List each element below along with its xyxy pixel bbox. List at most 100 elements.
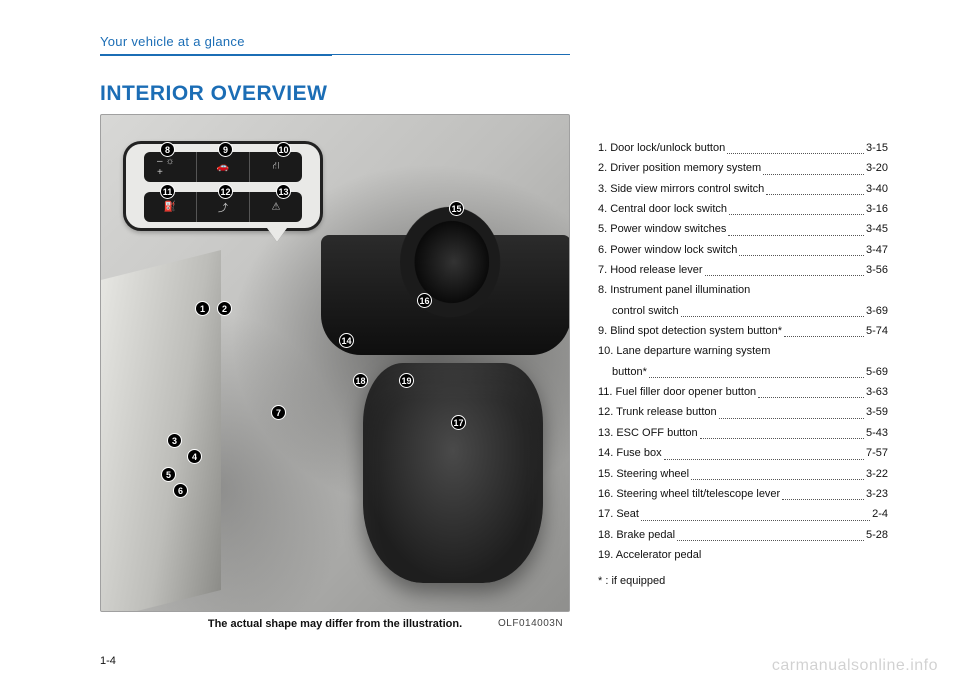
list-label: 8. Instrument panel illumination	[598, 280, 750, 300]
callout-18: 18	[353, 373, 368, 388]
illustration-inset-panel: – ☼ + 🚗 ⛙ ⛽ ⤴ ⚠ 8 9 10 11 12 13	[123, 141, 323, 231]
list-label: 15. Steering wheel	[598, 464, 689, 484]
list-page: 5-74	[866, 321, 888, 341]
list-label: 3. Side view mirrors control switch	[598, 179, 764, 199]
list-page: 5-43	[866, 423, 888, 443]
list-page: 3-56	[866, 260, 888, 280]
list-label: 9. Blind spot detection system button*	[598, 321, 782, 341]
list-page: 3-63	[866, 382, 888, 402]
list-item: 5. Power window switches 3-45	[598, 219, 888, 239]
list-item: 9. Blind spot detection system button* 5-…	[598, 321, 888, 341]
list-label: 12. Trunk release button	[598, 402, 717, 422]
list-item: 11. Fuel filler door opener button 3-63	[598, 382, 888, 402]
leader-dots	[641, 504, 870, 520]
leader-dots	[664, 443, 864, 459]
list-label: 14. Fuse box	[598, 443, 662, 463]
list-page: 3-16	[866, 199, 888, 219]
list-label: 4. Central door lock switch	[598, 199, 727, 219]
list-label: 16. Steering wheel tilt/telescope lever	[598, 484, 780, 504]
list-item: 7. Hood release lever 3-56	[598, 260, 888, 280]
list-item: 6. Power window lock switch 3-47	[598, 240, 888, 260]
list-item: 12. Trunk release button3-59	[598, 402, 888, 422]
callout-10: 10	[276, 142, 291, 157]
callout-1: 1	[195, 301, 210, 316]
list-page: 3-22	[866, 464, 888, 484]
fuel-icon: ⛽	[164, 202, 176, 213]
callout-9: 9	[218, 142, 233, 157]
illustration-driver-seat	[363, 363, 543, 583]
list-page: 5-69	[866, 362, 888, 382]
list-item: 16. Steering wheel tilt/telescope lever 3…	[598, 484, 888, 504]
callout-19: 19	[399, 373, 414, 388]
list-label-cont: control switch	[598, 301, 679, 321]
watermark: carmanualsonline.info	[772, 657, 938, 675]
list-page: 5-28	[866, 525, 888, 545]
list-label: 7. Hood release lever	[598, 260, 703, 280]
list-label: 2. Driver position memory system	[598, 158, 761, 178]
callout-14: 14	[339, 333, 354, 348]
inset-button-esc-off: ⚠	[250, 192, 302, 222]
list-label: 19. Accelerator pedal	[598, 545, 701, 565]
leader-dots	[719, 402, 864, 418]
list-page: 3-23	[866, 484, 888, 504]
list-item-continued: control switch3-69	[598, 301, 888, 321]
callout-12: 12	[218, 184, 233, 199]
list-item: 15. Steering wheel 3-22	[598, 464, 888, 484]
list-item: 14. Fuse box 7-57	[598, 443, 888, 463]
list-page: 3-15	[866, 138, 888, 158]
list-label: 10. Lane departure warning system	[598, 341, 770, 361]
callout-5: 5	[161, 467, 176, 482]
list-item: 3. Side view mirrors control switch 3-40	[598, 179, 888, 199]
page-title: INTERIOR OVERVIEW	[100, 82, 327, 106]
leader-dots	[677, 525, 864, 541]
list-label: 5. Power window switches	[598, 219, 726, 239]
callout-7: 7	[271, 405, 286, 420]
list-label-cont: button*	[598, 362, 647, 382]
list-label: 13. ESC OFF button	[598, 423, 698, 443]
list-page: 3-20	[866, 158, 888, 178]
list-label: 11. Fuel filler door opener button	[598, 382, 756, 402]
list-page: 3-45	[866, 219, 888, 239]
list-label: 18. Brake pedal	[598, 525, 675, 545]
list-item-continued: button* 5-69	[598, 362, 888, 382]
list-page: 3-47	[866, 240, 888, 260]
leader-dots	[705, 260, 864, 276]
inset-button-illumination: – ☼ +	[144, 152, 197, 182]
list-item: 4. Central door lock switch 3-16	[598, 199, 888, 219]
car-icon: 🚗	[217, 162, 229, 173]
leader-dots	[700, 423, 864, 439]
list-page: 3-40	[866, 179, 888, 199]
callout-17: 17	[451, 415, 466, 430]
leader-dots	[758, 382, 864, 398]
trunk-icon: ⤴	[218, 200, 228, 215]
lane-icon: ⛙	[272, 161, 279, 174]
callout-3: 3	[167, 433, 182, 448]
list-label: 17. Seat	[598, 504, 639, 524]
list-label: 6. Power window lock switch	[598, 240, 737, 260]
leader-dots	[739, 240, 864, 256]
illustration-code: OLF014003N	[498, 618, 563, 629]
callout-11: 11	[160, 184, 175, 199]
list-item: 2. Driver position memory system 3-20	[598, 158, 888, 178]
list-item: 10. Lane departure warning system	[598, 341, 888, 361]
inset-pointer	[267, 228, 287, 242]
list-item: 13. ESC OFF button 5-43	[598, 423, 888, 443]
list-item: 17. Seat2-4	[598, 504, 888, 524]
esc-off-icon: ⚠	[272, 202, 281, 213]
reference-list: 1. Door lock/unlock button3-152. Driver …	[598, 138, 888, 592]
header-rule-bold	[100, 54, 332, 56]
leader-dots	[766, 179, 864, 195]
list-item: 8. Instrument panel illumination	[598, 280, 888, 300]
footnote: * : if equipped	[598, 571, 888, 591]
inset-button-ldws: ⛙	[250, 152, 302, 182]
interior-overview-illustration: – ☼ + 🚗 ⛙ ⛽ ⤴ ⚠ 8 9 10 11 12 13 1 2 3 4 …	[100, 114, 570, 612]
page-number: 1-4	[100, 655, 116, 667]
leader-dots	[763, 158, 864, 174]
list-page: 7-57	[866, 443, 888, 463]
leader-dots	[782, 484, 864, 500]
minus-plus-icon: – ☼ +	[157, 156, 183, 178]
leader-dots	[729, 199, 864, 215]
callout-2: 2	[217, 301, 232, 316]
leader-dots	[649, 362, 864, 378]
leader-dots	[728, 219, 864, 235]
